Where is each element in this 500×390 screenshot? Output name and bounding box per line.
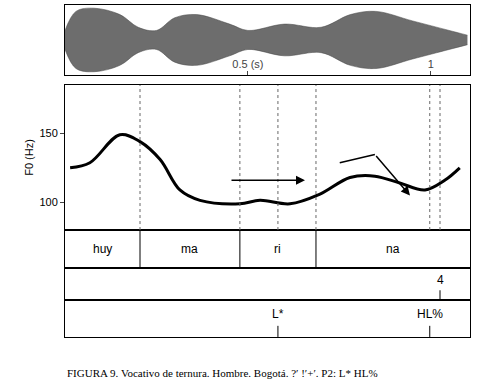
svg-text:huy: huy xyxy=(93,242,112,256)
svg-text:FIGURA 9. Vocativo de ternura.: FIGURA 9. Vocativo de ternura. Hombre. B… xyxy=(67,367,378,379)
svg-text:ma: ma xyxy=(181,242,198,256)
svg-text:F0 (Hz): F0 (Hz) xyxy=(23,139,35,176)
svg-text:ri: ri xyxy=(274,242,281,256)
svg-text:na: na xyxy=(386,242,400,256)
svg-text:4: 4 xyxy=(437,273,444,287)
svg-text:0.5 (s): 0.5 (s) xyxy=(232,58,263,70)
svg-text:HL%: HL% xyxy=(417,307,443,321)
svg-text:L*: L* xyxy=(272,307,284,321)
svg-text:1: 1 xyxy=(428,58,434,70)
svg-text:150: 150 xyxy=(39,127,57,139)
svg-text:100: 100 xyxy=(39,196,57,208)
